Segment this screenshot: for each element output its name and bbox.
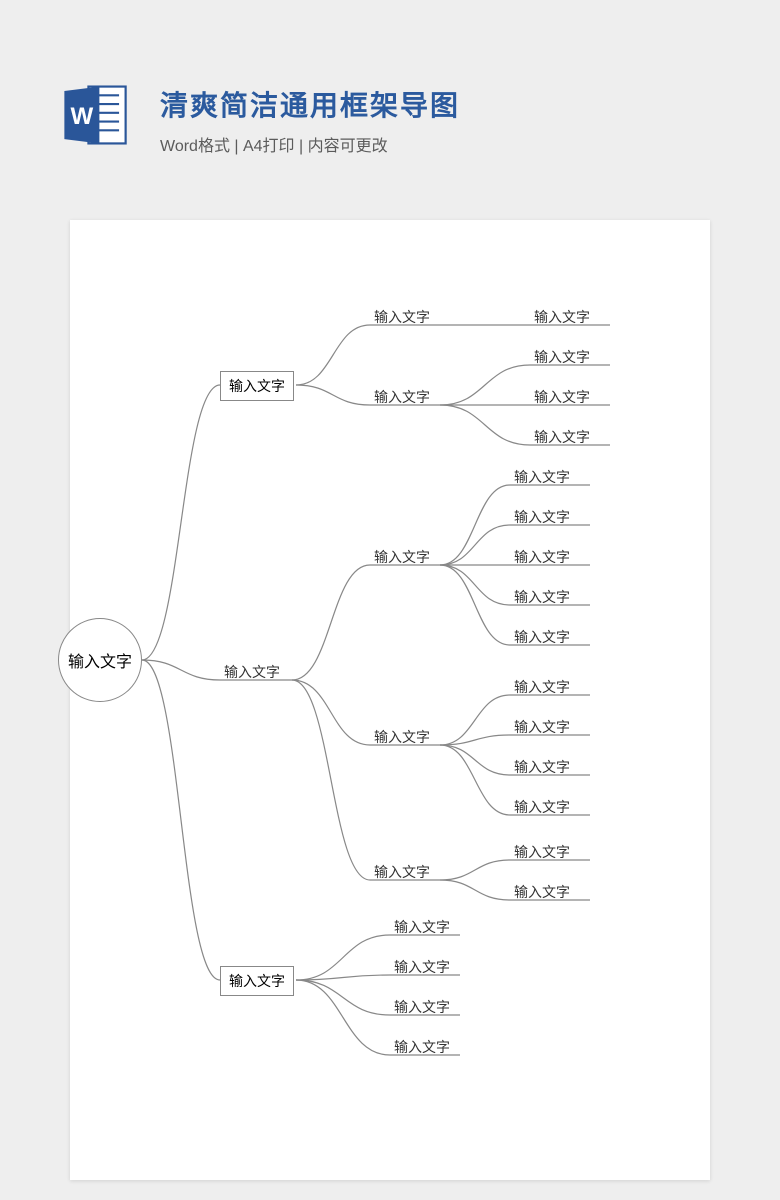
mindmap-leaf: 输入文字 [514,467,570,487]
mindmap-leaf: 输入文字 [534,347,590,367]
mindmap-subbranch: 输入文字 [394,1037,450,1057]
header-text: 清爽简洁通用框架导图 Word格式 | A4打印 | 内容可更改 [160,80,460,156]
mindmap-leaf: 输入文字 [514,717,570,737]
mindmap-leaf: 输入文字 [514,677,570,697]
page-title: 清爽简洁通用框架导图 [160,84,460,124]
mindmap-subbranch: 输入文字 [374,727,430,747]
svg-text:W: W [71,103,94,130]
mindmap-leaf: 输入文字 [534,307,590,327]
mindmap-branch-box: 输入文字 [220,371,294,401]
page-subtitle: Word格式 | A4打印 | 内容可更改 [160,132,460,156]
mindmap-leaf: 输入文字 [514,627,570,647]
mindmap-leaf: 输入文字 [514,587,570,607]
mindmap-leaf: 输入文字 [514,882,570,902]
mindmap-subbranch: 输入文字 [394,997,450,1017]
mindmap-subbranch: 输入文字 [374,862,430,882]
header: W 清爽简洁通用框架导图 Word格式 | A4打印 | 内容可更改 [60,80,720,156]
mindmap-leaf: 输入文字 [514,797,570,817]
mindmap-branch: 输入文字 [224,662,280,682]
mindmap-subbranch: 输入文字 [394,917,450,937]
mindmap-leaf: 输入文字 [514,842,570,862]
mindmap-leaf: 输入文字 [534,427,590,447]
mindmap-canvas: 输入文字输入文字输入文字输入文字输入文字输入文字输入文字输入文字输入文字输入文字… [70,220,710,1180]
mindmap-root: 输入文字 [58,618,142,702]
mindmap-branch-box: 输入文字 [220,966,294,996]
mindmap-leaf: 输入文字 [534,387,590,407]
mindmap-subbranch: 输入文字 [394,957,450,977]
word-icon: W [60,80,130,150]
document-page: 输入文字输入文字输入文字输入文字输入文字输入文字输入文字输入文字输入文字输入文字… [70,220,710,1180]
mindmap-subbranch: 输入文字 [374,307,430,327]
mindmap-subbranch: 输入文字 [374,547,430,567]
mindmap-subbranch: 输入文字 [374,387,430,407]
mindmap-leaf: 输入文字 [514,547,570,567]
connector-lines [70,220,710,1180]
mindmap-leaf: 输入文字 [514,507,570,527]
mindmap-leaf: 输入文字 [514,757,570,777]
